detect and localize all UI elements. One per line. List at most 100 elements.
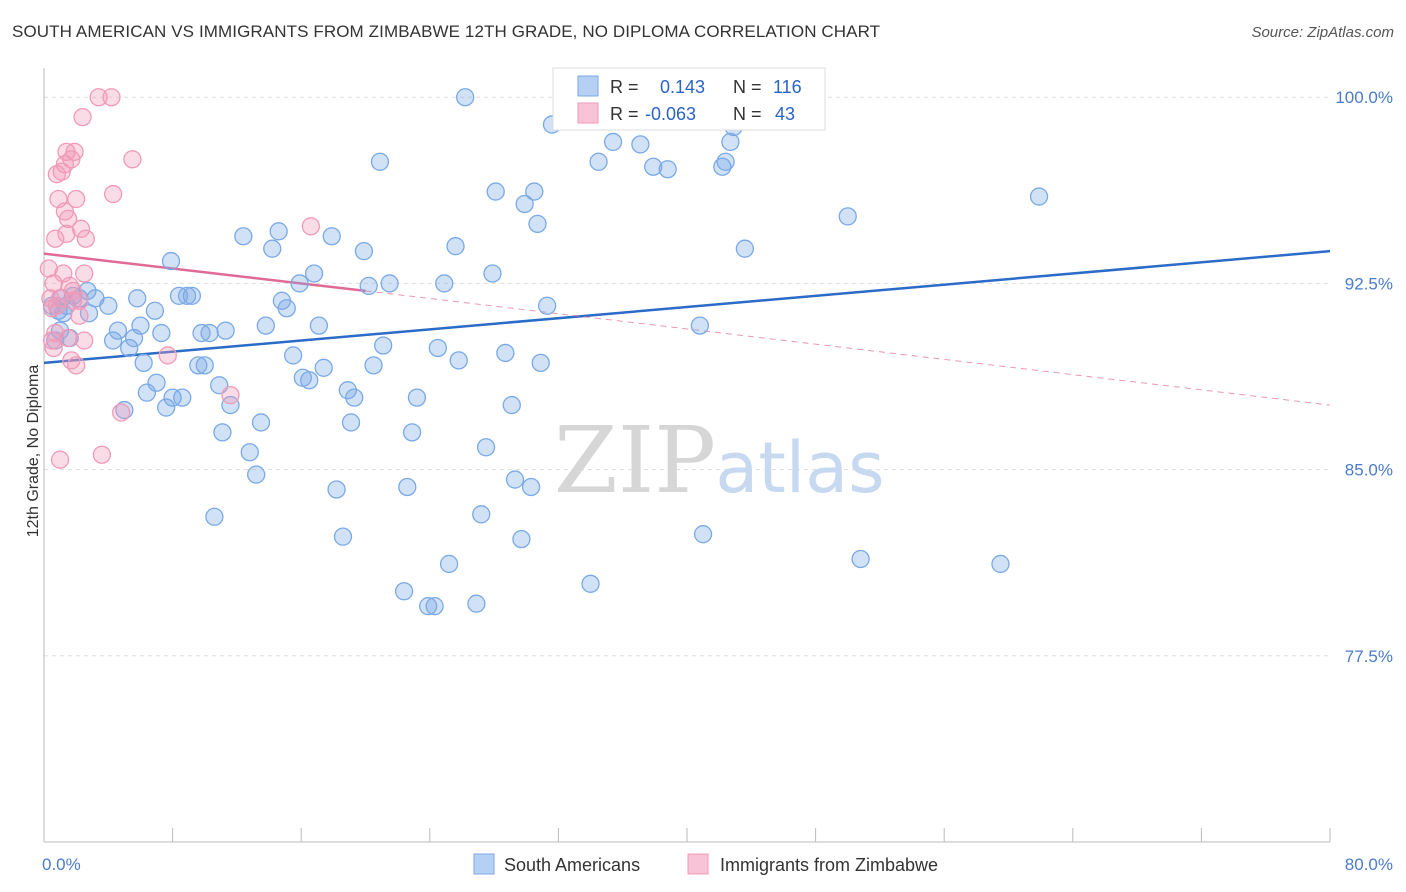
point-0-118 (1029, 187, 1049, 206)
point-0-67 (370, 152, 390, 171)
y-tick-label-1: 85.0% (1345, 461, 1393, 480)
point-1-29 (70, 306, 89, 325)
point-0-65 (359, 276, 378, 296)
point-1-28 (67, 189, 86, 209)
point-0-110 (713, 157, 732, 176)
point-0-73 (407, 388, 427, 407)
legend: R = 0.143 N = 116 R = -0.063 N = 43 (552, 67, 826, 131)
point-0-59 (327, 480, 346, 499)
point-0-94 (528, 214, 547, 233)
y-tick-labels: 77.5% 85.0% 92.5% 100.0% (1335, 88, 1393, 666)
point-1-30 (70, 291, 89, 310)
point-0-45 (251, 413, 271, 432)
legend-swatch-south-americans (577, 75, 599, 97)
y-tick-label-3: 100.0% (1335, 88, 1393, 107)
point-0-41 (221, 395, 240, 415)
point-0-89 (505, 470, 525, 489)
legend-n-label-1: N = (733, 77, 762, 97)
point-0-108 (690, 316, 710, 335)
point-1-42 (158, 346, 177, 365)
point-0-56 (309, 316, 329, 335)
bottom-legend-label-zimbabwe: Immigrants from Zimbabwe (720, 855, 938, 875)
point-0-77 (435, 274, 454, 293)
point-1-43 (221, 385, 240, 405)
point-0-117 (991, 554, 1010, 574)
point-1-11 (50, 450, 70, 469)
bottom-legend-swatch-south-americans (473, 853, 495, 875)
point-0-64 (354, 242, 374, 261)
point-1-31 (71, 219, 91, 238)
chart-title: SOUTH AMERICAN VS IMMIGRANTS FROM ZIMBAB… (12, 22, 881, 41)
watermark: ZIP atlas (554, 407, 885, 514)
point-0-87 (496, 343, 515, 363)
point-0-78 (439, 554, 459, 574)
source-credit: Source: ZipAtlas.com (1251, 24, 1394, 41)
point-0-13 (99, 296, 118, 315)
point-0-79 (446, 237, 465, 256)
y-tick-label-2: 92.5% (1345, 274, 1393, 293)
point-0-63 (345, 388, 364, 407)
point-0-40 (216, 321, 235, 340)
point-0-24 (147, 373, 166, 392)
point-0-26 (157, 398, 176, 417)
legend-n-value-1: 116 (773, 77, 802, 97)
point-0-70 (394, 582, 414, 601)
point-0-83 (472, 505, 491, 524)
legend-r-label-2: R = (610, 104, 639, 124)
point-0-28 (163, 388, 182, 407)
point-0-92 (521, 477, 541, 497)
point-0-109 (693, 525, 713, 544)
point-0-22 (137, 383, 157, 402)
point-1-34 (75, 264, 94, 283)
x-tick-label-max: 80.0% (1345, 855, 1393, 874)
point-0-86 (486, 182, 505, 201)
watermark-atlas: atlas (715, 427, 884, 509)
bottom-legend-label-south-americans: South Americans (504, 855, 640, 875)
point-0-25 (152, 323, 171, 343)
x-tick-label-min: 0.0% (42, 855, 81, 874)
point-0-55 (304, 264, 324, 283)
point-0-68 (374, 336, 393, 355)
point-0-100 (589, 152, 608, 171)
legend-n-value-2: 43 (775, 104, 795, 124)
point-0-111 (716, 152, 735, 171)
point-1-41 (112, 403, 131, 422)
point-0-42 (234, 227, 253, 246)
point-0-17 (120, 338, 139, 358)
point-0-60 (333, 527, 353, 546)
point-1-5 (44, 338, 63, 358)
point-0-52 (290, 274, 309, 293)
point-0-36 (200, 323, 219, 343)
point-1-33 (75, 331, 94, 350)
point-0-58 (322, 227, 341, 246)
point-0-81 (456, 88, 475, 107)
point-0-114 (735, 239, 755, 258)
point-0-74 (419, 597, 438, 616)
point-0-96 (537, 296, 557, 315)
point-0-99 (581, 574, 600, 593)
point-1-20 (58, 328, 78, 348)
grid-lines (44, 96, 1330, 657)
bottom-legend-swatch-zimbabwe (687, 853, 709, 875)
point-0-35 (195, 356, 214, 375)
point-0-82 (467, 594, 486, 613)
point-0-51 (284, 346, 303, 365)
point-0-85 (483, 264, 502, 283)
point-0-105 (658, 160, 677, 179)
point-0-48 (269, 222, 288, 241)
point-0-88 (502, 395, 521, 415)
point-0-23 (145, 301, 165, 320)
point-1-6 (46, 229, 65, 248)
legend-r-value-1: 0.143 (660, 77, 705, 97)
y-axis-label: 12th Grade, No Diploma (25, 365, 42, 538)
point-0-116 (851, 549, 870, 569)
legend-swatch-zimbabwe (577, 102, 599, 124)
point-0-62 (341, 413, 361, 432)
point-0-95 (531, 353, 550, 373)
point-1-19 (58, 209, 78, 229)
trend-extension-1 (365, 290, 1331, 406)
point-0-72 (402, 423, 422, 442)
point-0-115 (838, 207, 857, 226)
point-0-112 (721, 132, 740, 152)
